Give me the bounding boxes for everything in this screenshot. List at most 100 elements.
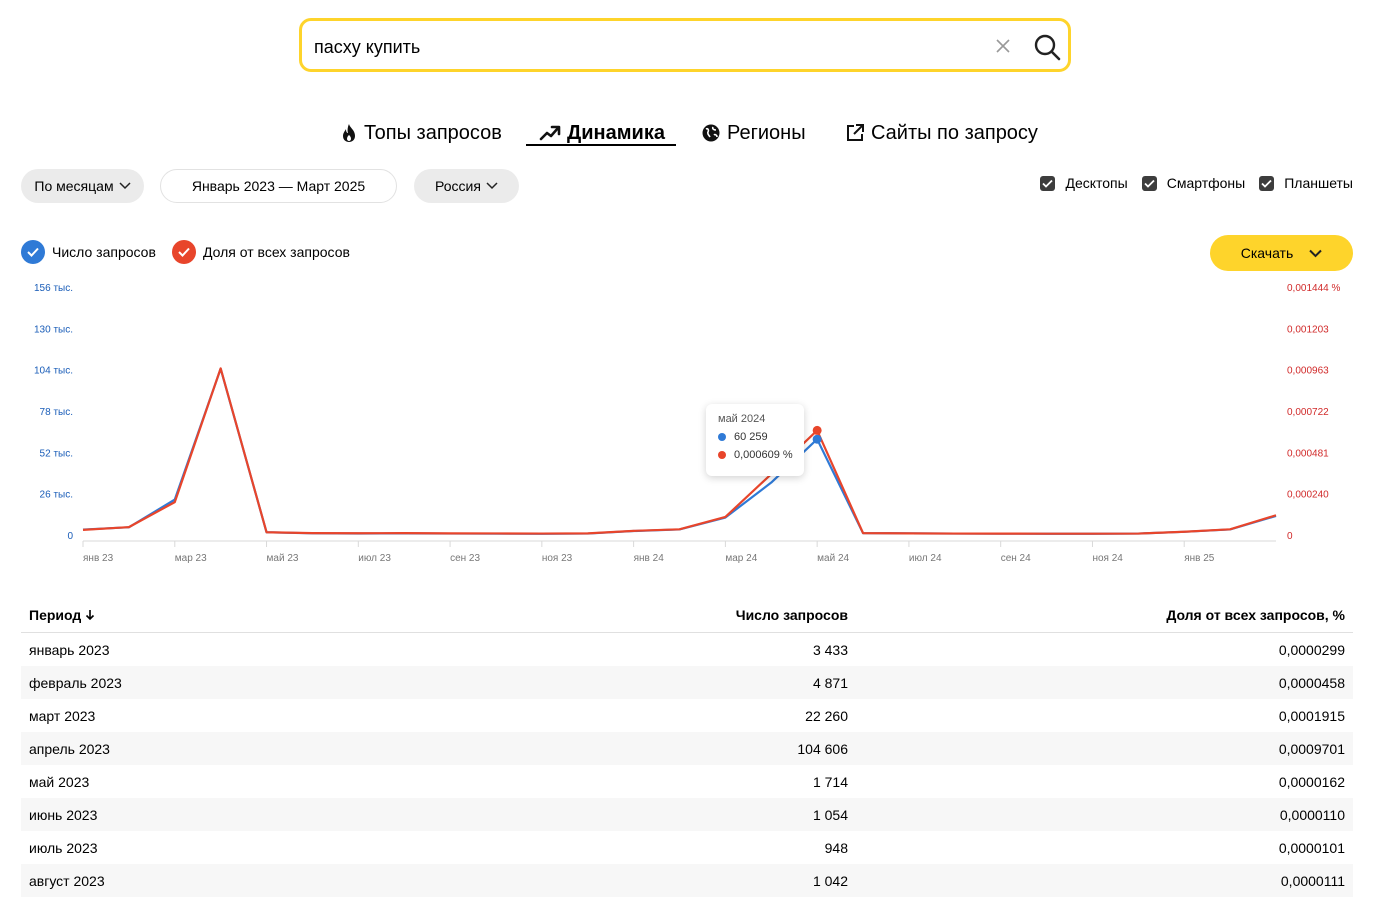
- period-cell: апрель 2023: [29, 741, 110, 757]
- search-box[interactable]: [299, 18, 1071, 72]
- y-left-tick-label: 78 тыс.: [40, 407, 73, 418]
- y-right-tick-label: 0,000722: [1287, 407, 1329, 418]
- x-tick-label: янв 23: [83, 553, 114, 564]
- region-select[interactable]: Россия: [414, 169, 519, 203]
- clear-icon[interactable]: [993, 36, 1013, 56]
- period-type-select[interactable]: По месяцам: [21, 169, 144, 203]
- checkmark-icon: [1141, 175, 1157, 191]
- dynamics-chart: 0 26 тыс. 52 тыс. 78 тыс. 104 тыс. 130 тыс. 15…: [34, 283, 1341, 564]
- x-tick-label: янв 25: [1184, 553, 1215, 564]
- search-icon[interactable]: [1033, 33, 1061, 61]
- table-row: август 2023 1 042 0,0000111: [21, 864, 1353, 897]
- y-right-tick-label: 0,001203: [1287, 324, 1329, 335]
- period-cell: январь 2023: [29, 642, 110, 658]
- x-tick-label: мар 23: [175, 553, 207, 564]
- checkmark-icon: [1040, 175, 1056, 191]
- tab-label: Регионы: [727, 121, 806, 144]
- x-tick-label: ноя 24: [1092, 553, 1123, 564]
- tooltip-title: май 2024: [718, 413, 766, 425]
- period-cell: август 2023: [29, 873, 105, 889]
- series-line-share: [82, 367, 1277, 535]
- tab-regions[interactable]: Регионы: [701, 118, 806, 148]
- count-cell: 1 054: [812, 807, 848, 823]
- date-range-picker[interactable]: Январь 2023 — Март 2025: [160, 169, 397, 203]
- period-cell: февраль 2023: [29, 675, 122, 691]
- y-right-tick-label: 0,000240: [1287, 490, 1329, 501]
- table-row: июль 2023 948 0,0000101: [21, 831, 1353, 864]
- sort-down-icon: [86, 610, 95, 621]
- table-row: март 2023 22 260 0,0001915: [21, 699, 1353, 732]
- y-left-tick-label: 104 тыс.: [34, 366, 73, 377]
- x-tick-label: июл 24: [909, 553, 942, 564]
- share-cell: 0,0000299: [1278, 642, 1345, 658]
- checkbox-smartphones[interactable]: Смартфоны: [1141, 175, 1246, 191]
- checkmark-icon: [1259, 175, 1275, 191]
- legend-label: Число запросов: [52, 244, 156, 260]
- legend-toggle-share[interactable]: Доля от всех запросов: [172, 240, 350, 264]
- period-cell: июнь 2023: [29, 807, 98, 823]
- count-cell: 104 606: [797, 741, 848, 757]
- y-left-tick-label: 130 тыс.: [34, 324, 73, 335]
- tab-label: Топы запросов: [364, 121, 502, 144]
- count-cell: 948: [824, 840, 848, 856]
- period-cell: май 2023: [29, 774, 90, 790]
- check-circle-icon: [172, 240, 196, 264]
- chevron-down-icon: [486, 182, 498, 190]
- table-row: февраль 2023 4 871 0,0000458: [21, 666, 1353, 699]
- count-header[interactable]: Число запросов: [735, 607, 848, 623]
- checkbox-label: Смартфоны: [1166, 175, 1246, 191]
- y-right-tick-label: 0,000481: [1287, 448, 1329, 459]
- series-line-count: [82, 367, 1277, 535]
- table-header: Период Число запросов Доля от всех запро…: [21, 598, 1353, 633]
- x-tick-label: янв 24: [634, 553, 665, 564]
- share-cell: 0,0000111: [1280, 873, 1345, 889]
- share-cell: 0,0009701: [1278, 741, 1345, 757]
- share-marker: [718, 451, 726, 459]
- table-row: январь 2023 3 433 0,0000299: [21, 633, 1353, 666]
- share-cell: 0,0001915: [1278, 708, 1345, 724]
- x-tick-label: май 24: [817, 553, 849, 564]
- count-cell: 4 871: [812, 675, 848, 691]
- checkbox-tablets[interactable]: Планшеты: [1259, 175, 1353, 191]
- tab-label: Динамика: [567, 121, 665, 144]
- device-filters: Десктопы Смартфоны Планшеты: [1040, 175, 1353, 191]
- highlight-point-share: [812, 425, 822, 435]
- period-type-label: По месяцам: [34, 178, 114, 194]
- x-tick-label: ноя 23: [542, 553, 573, 564]
- download-button[interactable]: Скачать: [1210, 235, 1353, 271]
- x-tick-label: сен 23: [450, 553, 480, 564]
- checkbox-desktops[interactable]: Десктопы: [1040, 175, 1128, 191]
- share-header[interactable]: Доля от всех запросов, %: [1166, 607, 1345, 623]
- count-cell: 1 714: [812, 774, 848, 790]
- download-label: Скачать: [1240, 245, 1294, 261]
- x-tick-label: май 23: [267, 553, 299, 564]
- chevron-down-icon: [119, 182, 131, 190]
- tab-top-queries[interactable]: Топы запросов: [340, 118, 502, 148]
- date-range-label: Январь 2023 — Март 2025: [191, 178, 366, 194]
- search-input[interactable]: [314, 35, 974, 59]
- count-cell: 22 260: [805, 708, 848, 724]
- tooltip-share: 0,000609 %: [734, 449, 793, 461]
- period-cell: июль 2023: [29, 840, 98, 856]
- checkbox-label: Десктопы: [1065, 175, 1128, 191]
- table-row: май 2023 1 714 0,0000162: [21, 765, 1353, 798]
- external-link-icon: [847, 124, 864, 141]
- y-right-tick-label: 0: [1287, 531, 1293, 542]
- period-header[interactable]: Период: [29, 607, 95, 623]
- legend-toggle-count[interactable]: Число запросов: [21, 240, 156, 264]
- tab-label: Сайты по запросу: [871, 121, 1038, 144]
- data-table: Период Число запросов Доля от всех запро…: [21, 598, 1353, 897]
- tab-sites[interactable]: Сайты по запросу: [845, 118, 1038, 148]
- share-cell: 0,0000162: [1278, 774, 1345, 790]
- count-marker: [718, 433, 726, 441]
- tooltip-share-row: 0,000609 %: [718, 449, 793, 461]
- x-tick-label: июл 23: [358, 553, 391, 564]
- active-tab-indicator: [526, 144, 676, 146]
- tab-dynamics[interactable]: Динамика: [539, 118, 665, 148]
- y-left-tick-label: 156 тыс.: [34, 283, 73, 294]
- tooltip-count: 60 259: [734, 431, 768, 443]
- tabs: Топы запросов Динамика Регионы Сайты по …: [0, 112, 1375, 152]
- period-cell: март 2023: [29, 708, 96, 724]
- globe-icon: [702, 124, 720, 142]
- highlight-point-count: [812, 434, 822, 444]
